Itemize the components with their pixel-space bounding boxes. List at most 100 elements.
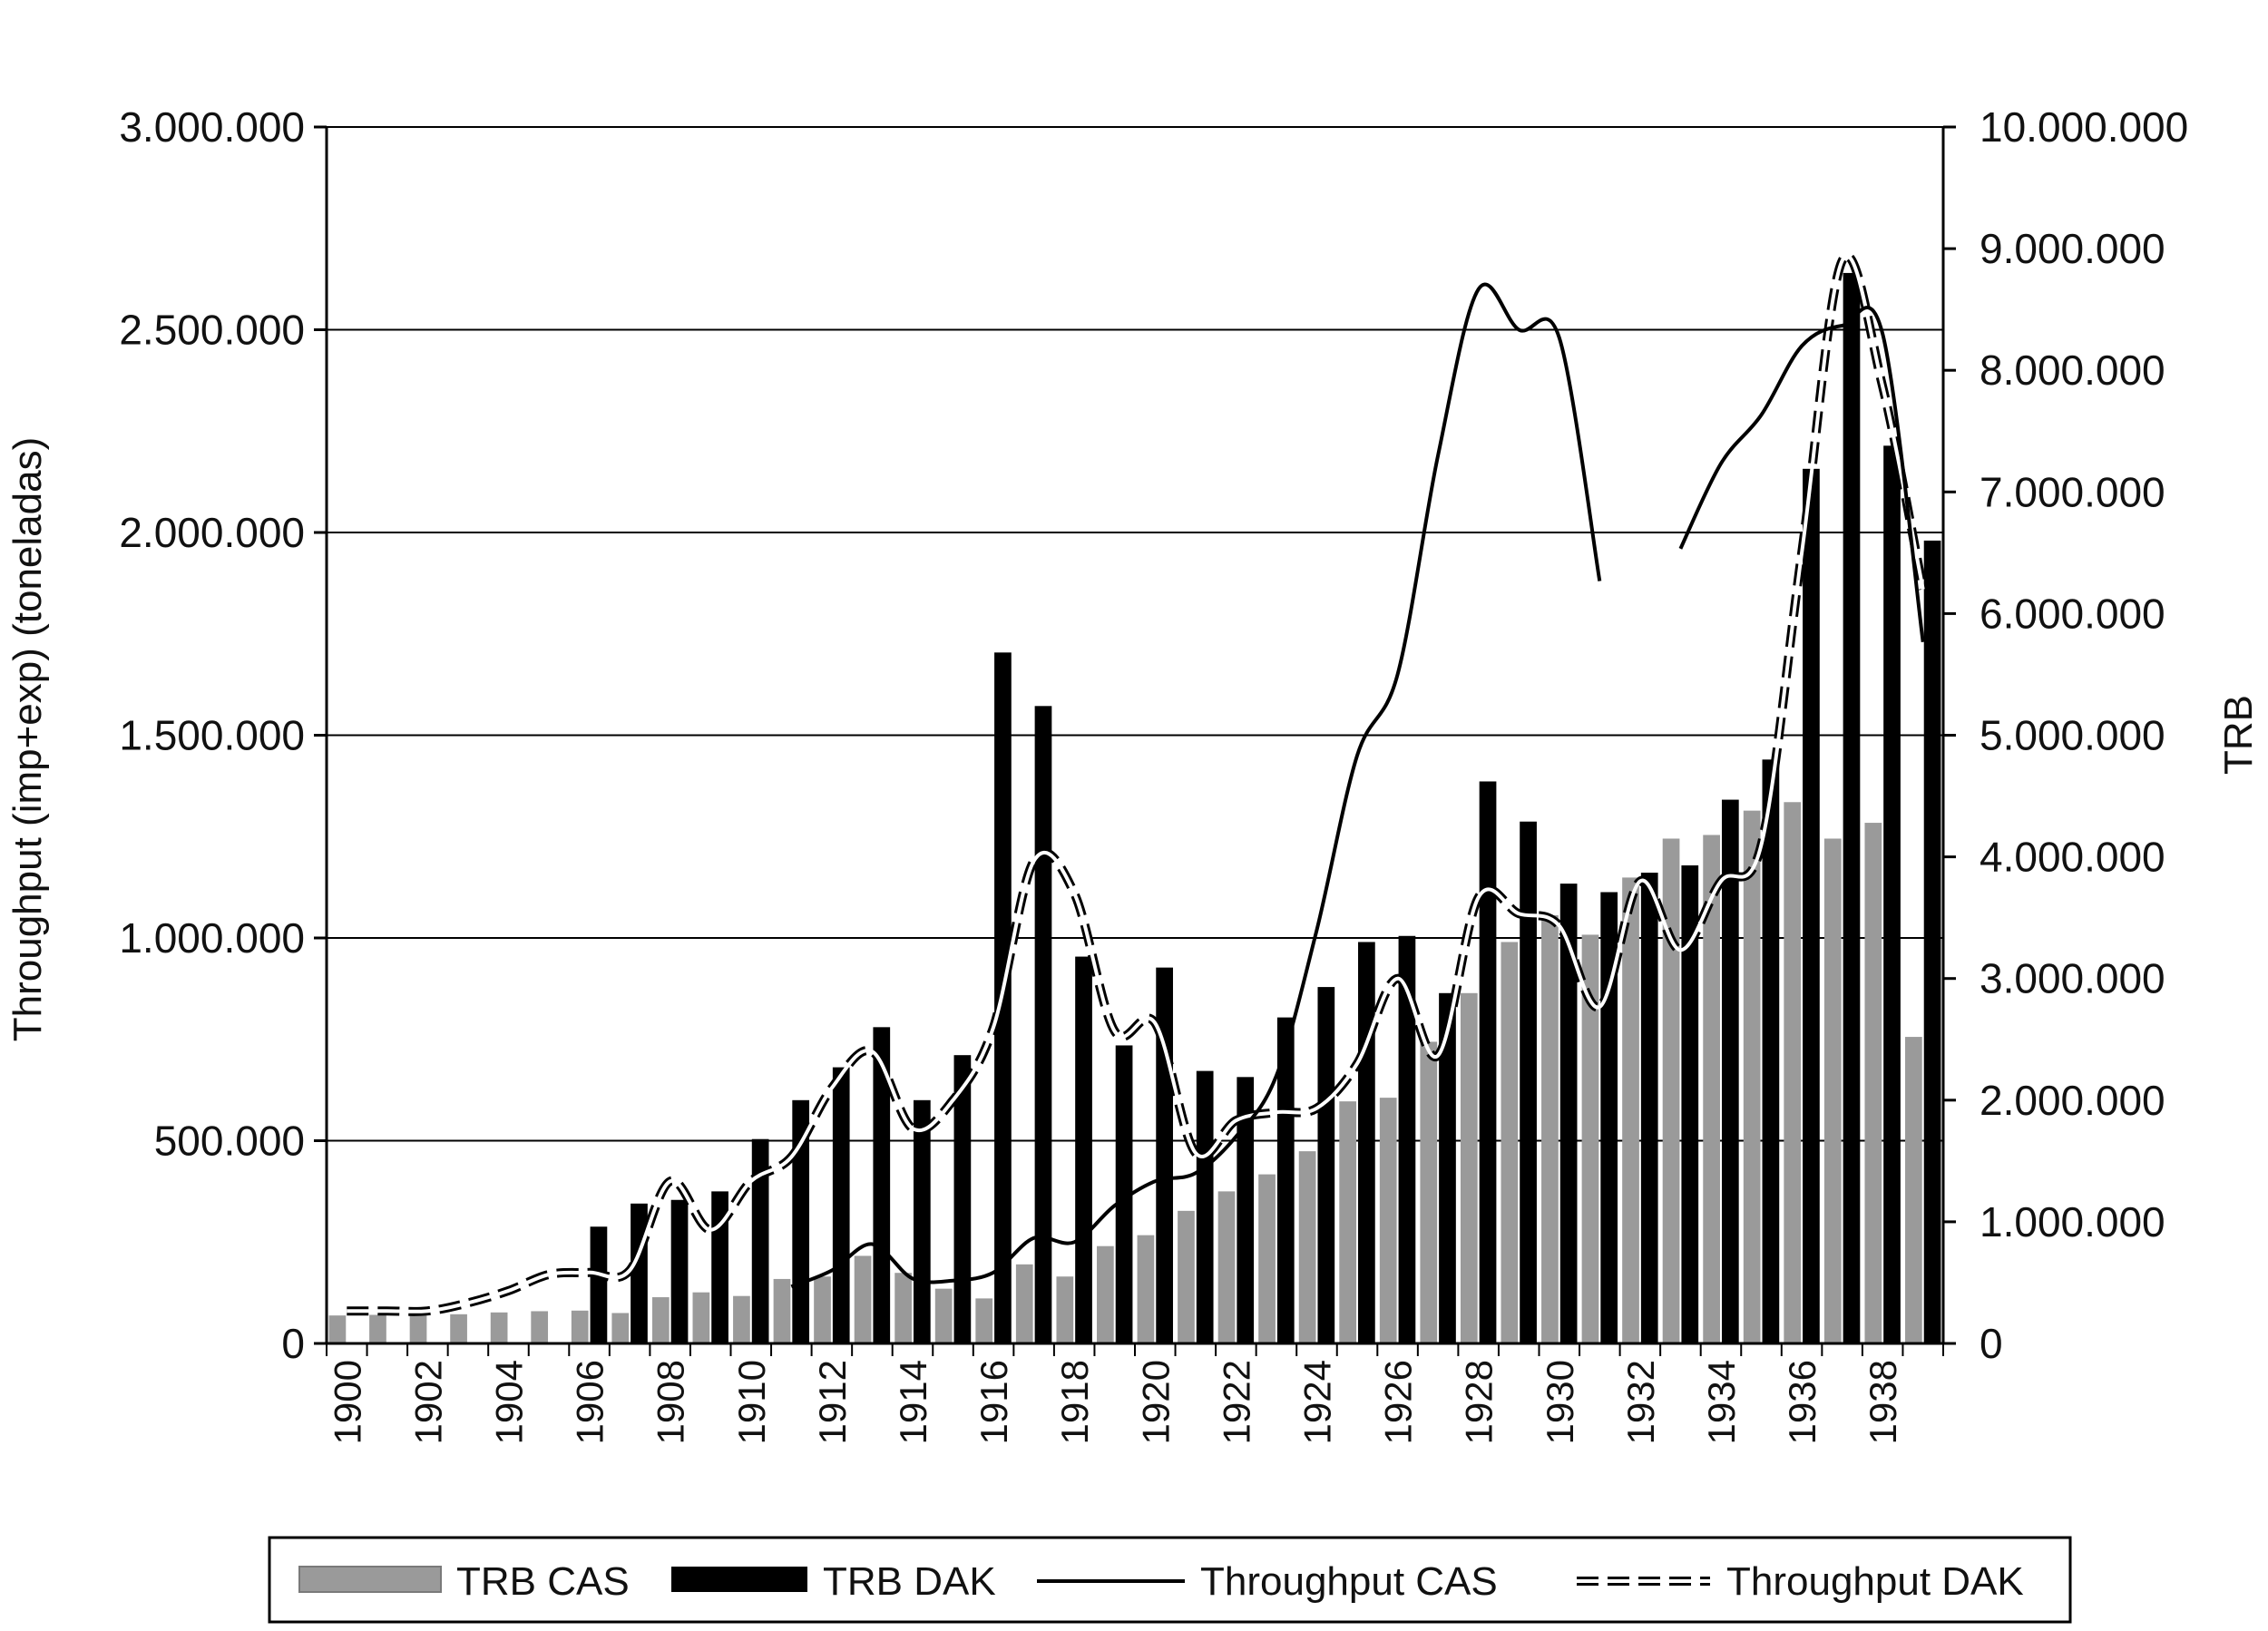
y-axis-title: Throughput (imp+exp) (toneladas) xyxy=(5,437,50,1041)
x-tick-label: 1906 xyxy=(569,1360,611,1444)
bar-trb-dak xyxy=(1843,272,1861,1343)
lines xyxy=(347,251,1928,1316)
bar-trb-cas xyxy=(975,1298,993,1343)
bar-trb-dak xyxy=(1681,864,1699,1343)
bar-trb-cas xyxy=(894,1273,912,1343)
bar-trb-cas xyxy=(814,1276,831,1343)
bar-trb-dak xyxy=(1276,1017,1295,1343)
bar-trb-dak xyxy=(1803,468,1820,1343)
y-tick-label-right: 5.000.000 xyxy=(1980,712,2165,759)
bar-trb-dak xyxy=(1883,445,1901,1343)
bar-trb-cas xyxy=(490,1312,508,1343)
bar-trb-cas xyxy=(1541,914,1559,1343)
bar-trb-cas xyxy=(1137,1235,1155,1343)
legend-label-throughput-dak: Throughput DAK xyxy=(1726,1559,2024,1604)
bar-trb-cas xyxy=(409,1314,427,1343)
bar-trb-cas xyxy=(1015,1264,1033,1343)
bar-trb-cas xyxy=(450,1314,467,1343)
legend-label-trb-dak: TRB DAK xyxy=(823,1559,996,1604)
bar-trb-cas xyxy=(1178,1210,1195,1343)
legend-swatch-trb-dak xyxy=(671,1567,807,1592)
line-throughput-cas xyxy=(1678,306,1925,642)
bar-trb-cas xyxy=(571,1310,589,1343)
bar-trb-dak xyxy=(1923,540,1941,1343)
x-tick-label: 1924 xyxy=(1295,1360,1338,1444)
x-tick-label: 1930 xyxy=(1539,1360,1581,1444)
bar-trb-dak xyxy=(1115,1045,1133,1343)
y-tick-label-left: 3.000.000 xyxy=(119,103,305,151)
bar-trb-cas xyxy=(1056,1276,1074,1343)
bar-trb-cas xyxy=(1379,1098,1397,1343)
bar-trb-dak xyxy=(1358,942,1375,1343)
x-tick-label: 1908 xyxy=(650,1360,692,1444)
bar-trb-cas xyxy=(1864,823,1882,1343)
bar-trb-cas xyxy=(1298,1151,1316,1343)
bar-trb-cas xyxy=(1622,877,1639,1343)
bar-trb-cas xyxy=(328,1315,347,1343)
x-tick-label: 1916 xyxy=(973,1360,1015,1444)
bar-trb-cas xyxy=(854,1255,872,1343)
line-throughput-cas xyxy=(790,282,1602,1289)
bar-trb-dak xyxy=(1237,1077,1255,1343)
bar-trb-dak xyxy=(1640,873,1658,1343)
bar-trb-cas xyxy=(1339,1101,1357,1343)
x-tick-label: 1920 xyxy=(1134,1360,1177,1444)
bar-trb-cas xyxy=(733,1295,750,1343)
bar-trb-dak xyxy=(590,1226,608,1343)
bar-trb-cas xyxy=(1703,835,1720,1343)
y-tick-label-left: 500.000 xyxy=(154,1118,305,1165)
x-tick-label: 1938 xyxy=(1862,1360,1904,1444)
bar-trb-dak xyxy=(1600,892,1618,1343)
x-tick-label: 1932 xyxy=(1619,1360,1662,1444)
bar-trb-cas xyxy=(1905,1037,1922,1343)
bar-trb-dak xyxy=(1398,935,1416,1343)
x-tick-label: 1926 xyxy=(1377,1360,1420,1444)
bar-trb-cas xyxy=(1581,934,1599,1343)
y-tick-label-right: 4.000.000 xyxy=(1980,834,2165,881)
y-tick-label-left: 1.000.000 xyxy=(119,914,305,962)
y-tick-label-right: 3.000.000 xyxy=(1980,955,2165,1002)
bar-trb-dak xyxy=(953,1055,972,1343)
y-tick-label-right: 1.000.000 xyxy=(1980,1198,2165,1245)
bar-trb-dak xyxy=(1439,992,1456,1343)
bar-trb-dak xyxy=(751,1138,769,1343)
x-tick-label: 1934 xyxy=(1700,1360,1743,1444)
x-tick-label: 1900 xyxy=(326,1360,368,1444)
bar-trb-cas xyxy=(1460,992,1478,1343)
x-tick-label: 1912 xyxy=(811,1360,854,1444)
bar-trb-cas xyxy=(1258,1174,1276,1343)
bar-trb-dak xyxy=(1075,956,1092,1343)
x-tick-label: 1928 xyxy=(1458,1360,1501,1444)
bar-trb-cas xyxy=(651,1297,670,1343)
y-tick-label-right: 0 xyxy=(1980,1320,2003,1367)
x-tick-label: 1914 xyxy=(892,1360,934,1444)
y2-axis-title: TRB xyxy=(2216,695,2261,775)
bar-trb-cas xyxy=(1662,838,1680,1343)
x-tick-label: 1936 xyxy=(1781,1360,1823,1444)
bar-trb-cas xyxy=(1784,802,1802,1343)
bar-trb-cas xyxy=(1420,1041,1438,1343)
y-tick-label-right: 2.000.000 xyxy=(1980,1077,2165,1124)
y-tick-label-left: 2.000.000 xyxy=(119,509,305,556)
tick-labels: 0 500.000 1.000.000 1.500.000 2.000.000 2.500… xyxy=(119,103,2188,1444)
bar-trb-cas xyxy=(531,1311,549,1343)
x-tick-label: 1902 xyxy=(406,1360,449,1444)
bar-trb-dak xyxy=(1559,884,1578,1343)
bar-trb-dak xyxy=(1479,781,1497,1343)
x-tick-label: 1910 xyxy=(730,1360,773,1444)
x-tick-label: 1922 xyxy=(1215,1360,1257,1444)
bar-trb-dak xyxy=(1034,706,1052,1343)
bar-trb-cas xyxy=(1501,942,1519,1343)
x-tick-label: 1904 xyxy=(487,1360,530,1444)
bar-trb-cas xyxy=(934,1288,953,1343)
legend-swatch-trb-cas xyxy=(298,1566,442,1593)
bar-trb-dak xyxy=(1520,821,1537,1343)
y-tick-label-left: 0 xyxy=(281,1320,305,1367)
legend: TRB CAS TRB DAK Throughput CAS Throughput D… xyxy=(268,1536,2072,1624)
axes xyxy=(314,125,1956,1356)
bar-trb-cas xyxy=(369,1314,386,1343)
legend-label-trb-cas: TRB CAS xyxy=(456,1559,630,1604)
bars xyxy=(328,272,1941,1343)
bar-trb-cas xyxy=(692,1292,710,1343)
